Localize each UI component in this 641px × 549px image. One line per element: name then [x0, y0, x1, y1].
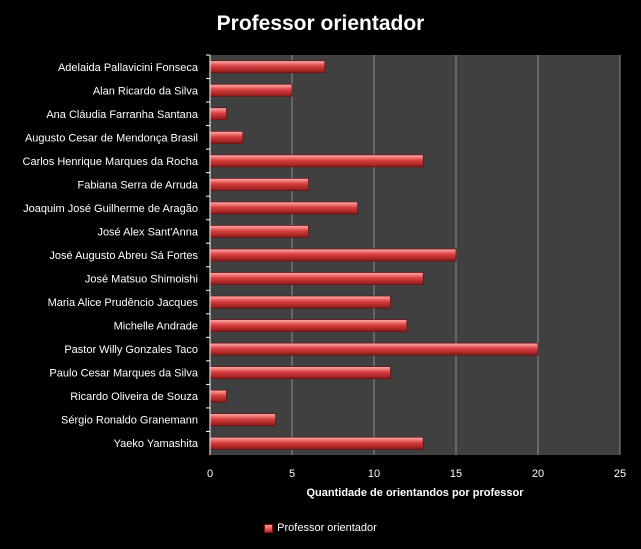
bar	[209, 413, 276, 427]
legend: Professor orientador	[0, 522, 641, 534]
bar	[209, 319, 408, 332]
bar	[209, 295, 391, 309]
category-label: Sérgio Ronaldo Granemann	[61, 415, 198, 427]
legend-label: Professor orientador	[277, 522, 377, 534]
bar	[209, 131, 244, 144]
bar	[209, 178, 309, 191]
legend-swatch	[264, 523, 274, 533]
bar	[209, 83, 293, 97]
category-label: Michelle Andrade	[114, 321, 198, 333]
category-label: Augusto Cesar de Mendonça Brasil	[25, 132, 198, 144]
bar	[209, 60, 326, 74]
bar	[209, 342, 539, 356]
x-tick-labels: 0 5 10 15 20 25	[207, 468, 626, 480]
category-labels: Adelaida Pallavicini Fonseca Alan Ricardo…	[23, 54, 210, 450]
x-axis-label: Quantidade de orientandos por professor	[306, 487, 524, 499]
bar	[209, 201, 358, 215]
x-tick-label: 20	[532, 468, 544, 480]
bar	[209, 389, 227, 403]
x-tick-label: 25	[614, 468, 626, 480]
category-label: Pastor Willy Gonzales Taco	[64, 344, 198, 356]
x-tick-label: 15	[450, 468, 462, 480]
category-label: Ricardo Oliveira de Souza	[70, 391, 199, 403]
category-label: Yaeko Yamashita	[114, 438, 199, 450]
bar	[209, 107, 227, 121]
chart-title: Professor orientador	[216, 12, 425, 35]
category-label: Ana Cláudia Farranha Santana	[46, 109, 199, 121]
category-label: Joaquim José Guilherme de Aragão	[23, 203, 198, 215]
bar	[209, 154, 424, 168]
x-tick-label: 5	[289, 468, 295, 480]
bar	[209, 366, 391, 379]
category-label: Fabiana Serra de Arruda	[78, 179, 199, 191]
category-label: José Augusto Abreu Sá Fortes	[49, 250, 198, 262]
bar	[209, 225, 309, 238]
category-label: Adelaida Pallavicini Fonseca	[58, 62, 199, 74]
category-label: José Matsuo Shimoishi	[85, 274, 198, 286]
category-label: Alan Ricardo da Silva	[93, 85, 199, 97]
x-tick-label: 0	[207, 468, 213, 480]
bar	[209, 436, 424, 450]
bar	[209, 272, 424, 285]
category-label: Paulo Cesar Marques da Silva	[49, 368, 198, 380]
x-tick-label: 10	[368, 468, 380, 480]
category-label: José Alex Sant'Anna	[97, 226, 198, 238]
category-label: Maria Alice Prudêncio Jacques	[48, 297, 199, 309]
bars	[209, 60, 539, 450]
category-label: Carlos Henrique Marques da Rocha	[23, 156, 199, 168]
bar	[209, 248, 457, 262]
